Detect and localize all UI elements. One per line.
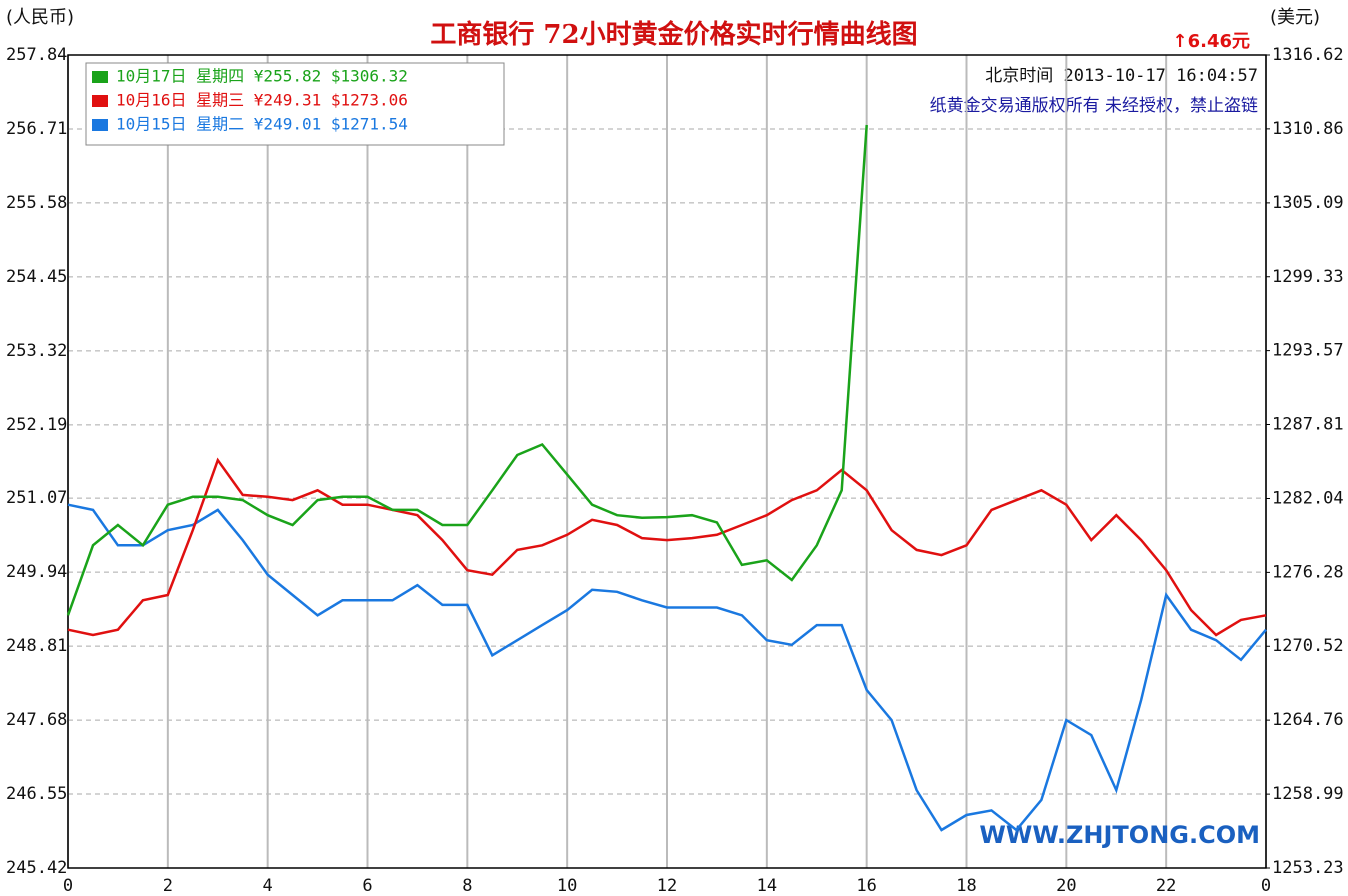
series-line <box>67 457 1267 637</box>
timestamp: 北京时间 2013-10-17 16:04:57 <box>985 66 1258 86</box>
y2-tick-label: 1316.62 <box>1272 45 1344 65</box>
y2-tick-label: 1282.04 <box>1272 489 1344 509</box>
x-tick-label: 8 <box>462 876 472 896</box>
y-tick-label: 247.68 <box>6 710 67 730</box>
y-tick-label: 251.07 <box>6 488 67 508</box>
legend-swatch <box>92 95 108 107</box>
y-tick-label: 256.71 <box>6 119 67 139</box>
watermark: WWW.ZHJTONG.COM <box>979 821 1260 849</box>
y-tick-label: 246.55 <box>6 784 67 804</box>
x-tick-label: 14 <box>757 876 777 896</box>
plot-frame <box>67 54 1267 869</box>
x-tick-label: 20 <box>1056 876 1076 896</box>
y2-tick-label: 1305.09 <box>1272 193 1344 213</box>
x-tick-label: 2 <box>163 876 173 896</box>
y2-tick-label: 1253.23 <box>1272 858 1344 878</box>
y2-tick-label: 1287.81 <box>1272 414 1344 434</box>
y2-tick-label: 1270.52 <box>1272 636 1344 656</box>
x-tick-label: 16 <box>856 876 876 896</box>
y2-axis-label: (美元) <box>1270 7 1320 28</box>
legend-swatch <box>92 71 108 83</box>
legend-label: 10月16日 星期三 ¥249.31 $1273.06 <box>116 91 408 110</box>
y2-tick-label: 1264.76 <box>1272 710 1344 730</box>
change-label: ↑6.46元 <box>1173 31 1251 52</box>
notice: 纸黄金交易通版权所有 未经授权，禁止盗链 <box>930 96 1258 116</box>
legend-label: 10月15日 星期二 ¥249.01 $1271.54 <box>116 115 408 134</box>
y2-tick-label: 1299.33 <box>1272 267 1344 287</box>
legend-box <box>85 62 505 146</box>
x-tick-label: 18 <box>956 876 976 896</box>
x-tick-label: 22 <box>1156 876 1176 896</box>
y-tick-label: 254.45 <box>6 267 67 287</box>
y-tick-label: 252.19 <box>6 415 67 435</box>
series-line <box>66 124 868 616</box>
legend-swatch <box>92 119 108 131</box>
y-tick-label: 249.94 <box>6 562 67 582</box>
x-tick-label: 0 <box>63 876 73 896</box>
y2-tick-label: 1258.99 <box>1272 784 1344 804</box>
chart-title: 工商银行 72小时黄金价格实时行情曲线图 <box>430 19 917 50</box>
x-tick-label: 0 <box>1261 876 1271 896</box>
x-tick-label: 10 <box>557 876 577 896</box>
x-tick-label: 12 <box>657 876 677 896</box>
y-tick-label: 248.81 <box>6 636 67 656</box>
y2-tick-label: 1310.86 <box>1272 119 1344 139</box>
series-line <box>67 503 1267 832</box>
legend-label: 10月17日 星期四 ¥255.82 $1306.32 <box>116 67 408 86</box>
x-tick-label: 6 <box>362 876 372 896</box>
y-tick-label: 255.58 <box>6 193 67 213</box>
x-tick-label: 4 <box>263 876 273 896</box>
y-tick-label: 257.84 <box>6 45 67 65</box>
y-axis-label: (人民币) <box>6 7 74 28</box>
y2-tick-label: 1276.28 <box>1272 562 1344 582</box>
y2-tick-label: 1293.57 <box>1272 341 1344 361</box>
y-tick-label: 245.42 <box>6 858 67 878</box>
y-tick-label: 253.32 <box>6 341 67 361</box>
